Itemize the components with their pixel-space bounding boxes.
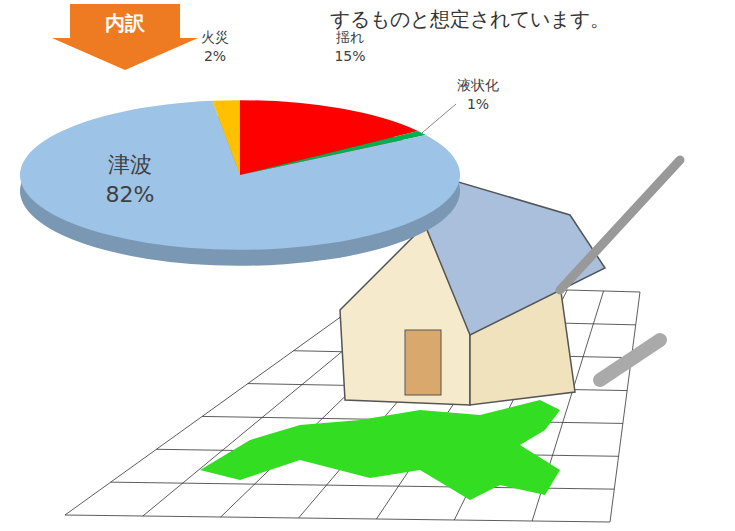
floor-grid bbox=[65, 285, 385, 515]
house-door bbox=[405, 330, 441, 395]
banner-arrow bbox=[52, 4, 198, 70]
slice bbox=[20, 101, 460, 250]
slice-name: 津波 bbox=[108, 152, 152, 177]
slice-name: 火災 bbox=[201, 29, 229, 45]
leader-line bbox=[422, 104, 456, 133]
slice-name: 揺れ bbox=[336, 29, 364, 45]
slice-value: 82% bbox=[106, 182, 155, 207]
slice-value: 1% bbox=[467, 96, 489, 112]
fallen-pole bbox=[560, 160, 680, 290]
pie-top bbox=[20, 100, 460, 250]
puddle bbox=[200, 400, 560, 500]
slice-value: 15% bbox=[334, 48, 365, 64]
slice bbox=[212, 100, 240, 175]
floor-grid bbox=[65, 515, 610, 522]
slice-value: 2% bbox=[204, 48, 226, 64]
floor-grid bbox=[610, 292, 640, 522]
subtitle: するものと想定されています。 bbox=[330, 7, 610, 31]
fallen-pole bbox=[600, 340, 660, 380]
title: 内訳 bbox=[105, 11, 146, 35]
slice-name: 液状化 bbox=[457, 77, 499, 93]
chart: 揺れ 15% 液状化 1% 津波 82% 火災 2% 内訳 するものと想定されています。 bbox=[0, 0, 735, 531]
data-labels: 揺れ 15% 液状化 1% 津波 82% 火災 2% bbox=[106, 29, 499, 207]
